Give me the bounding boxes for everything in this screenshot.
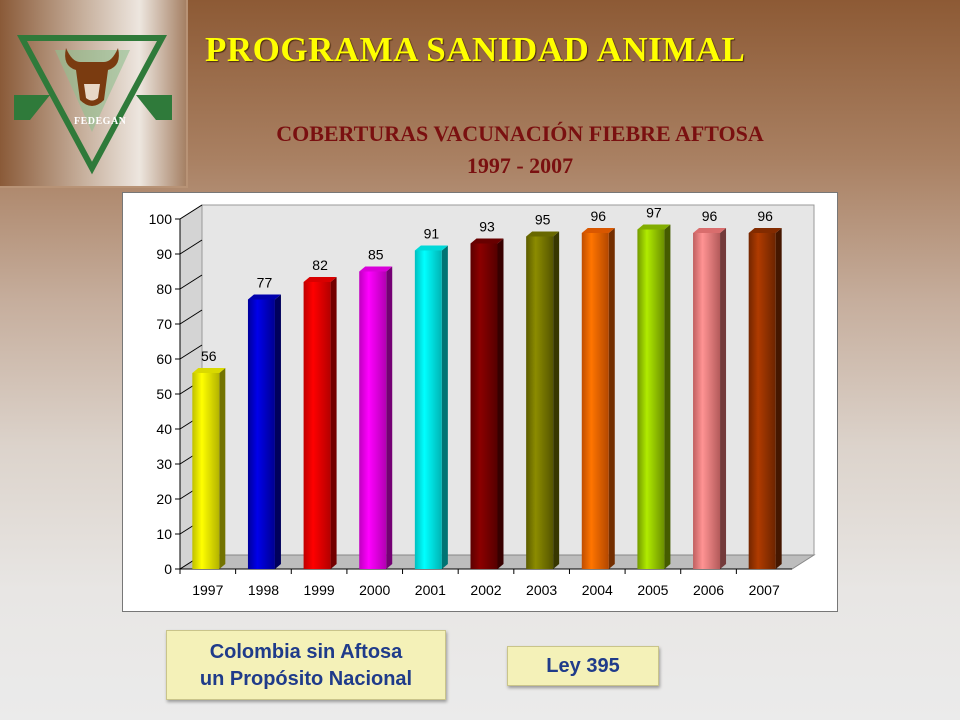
subtitle-line-1: COBERTURAS VACUNACIÓN FIEBRE AFTOSA (276, 121, 764, 146)
bar-top (359, 266, 393, 272)
logo-text: FEDEGAN (74, 116, 127, 127)
bar-side (553, 231, 560, 569)
x-tick-label: 2003 (526, 582, 557, 598)
bar (637, 229, 665, 569)
bar-top (414, 245, 448, 251)
bar-top (470, 238, 504, 244)
x-tick-label: 2007 (749, 582, 780, 598)
bar-top (581, 228, 615, 233)
x-tick-label: 2001 (415, 582, 446, 598)
bar-side (720, 228, 727, 569)
y-tick-label: 40 (156, 421, 172, 437)
x-tick-label: 2005 (637, 582, 668, 598)
page-title: PROGRAMA SANIDAD ANIMAL (205, 30, 746, 69)
data-label: 96 (702, 208, 718, 224)
y-tick-depth (179, 239, 203, 255)
y-tick-depth (179, 309, 203, 325)
bar (247, 299, 275, 569)
bar (748, 233, 776, 569)
y-tick-label: 60 (156, 351, 172, 367)
bar-top (637, 224, 671, 230)
y-tick-depth (179, 274, 203, 290)
bar (414, 250, 442, 569)
y-tick-label: 20 (156, 491, 172, 507)
y-tick-label: 80 (156, 281, 172, 297)
y-tick-label: 100 (149, 211, 173, 227)
bar-chart: 0 10 20 30 40 50 60 70 80 90 100 56 1997 77 1998 82 1999… (122, 192, 838, 612)
fedegan-logo: FEDEGAN (0, 0, 188, 188)
bar (693, 233, 721, 569)
x-tick-label: 2000 (359, 582, 390, 598)
y-tick-label: 10 (156, 526, 172, 542)
x-tick-label: 2002 (470, 582, 501, 598)
data-label: 96 (757, 208, 773, 224)
y-tick-depth (179, 344, 203, 360)
data-label: 95 (535, 212, 551, 228)
slogan-line-1: Colombia sin Aftosa (209, 641, 403, 663)
bar-top (748, 228, 782, 233)
y-tick-depth (179, 204, 203, 220)
bar-side (441, 245, 448, 569)
y-tick-label: 90 (156, 246, 172, 262)
bar (470, 243, 498, 569)
bar-side (497, 238, 504, 569)
bar-top (192, 368, 226, 373)
slogan-box: Colombia sin Aftosa un Propósito Naciona… (166, 630, 446, 700)
bar-side (664, 224, 671, 569)
bull-head-logo-icon (14, 35, 172, 175)
bar-side (274, 294, 281, 569)
bar (303, 282, 331, 569)
x-tick-label: 2006 (693, 582, 724, 598)
y-tick-label: 50 (156, 386, 172, 402)
bar-side (608, 228, 615, 569)
slogan-line-2: un Propósito Nacional (199, 668, 413, 690)
bar-side (775, 228, 782, 569)
bar-side (330, 277, 337, 569)
bar-side (219, 368, 226, 569)
data-label: 85 (368, 247, 384, 263)
data-label: 82 (312, 257, 328, 273)
data-label: 96 (590, 208, 606, 224)
chart-subtitle: COBERTURAS VACUNACIÓN FIEBRE AFTOSA 1997… (180, 118, 860, 182)
data-label: 56 (201, 348, 217, 364)
y-tick-label: 30 (156, 456, 172, 472)
bar (526, 236, 554, 569)
data-label: 77 (257, 275, 273, 291)
bar-top (693, 228, 727, 233)
data-label: 91 (424, 226, 440, 242)
x-tick-label: 1997 (192, 582, 223, 598)
bar-top (303, 277, 337, 282)
bar-top (247, 294, 281, 300)
x-tick-label: 2004 (582, 582, 613, 598)
bar-chart-svg: 0 10 20 30 40 50 60 70 80 90 100 56 1997 77 1998 82 1999… (149, 204, 816, 598)
subtitle-line-2: 1997 - 2007 (466, 153, 574, 178)
y-tick-label: 0 (164, 561, 172, 577)
y-tick-label: 70 (156, 316, 172, 332)
bar (192, 373, 220, 569)
bar (581, 233, 609, 569)
bar-side (386, 266, 393, 569)
x-tick-label: 1999 (304, 582, 335, 598)
data-label: 93 (479, 219, 495, 235)
bar (359, 271, 387, 569)
bar-top (526, 231, 560, 237)
x-tick-label: 1998 (248, 582, 279, 598)
data-label: 97 (646, 205, 662, 221)
law-box: Ley 395 (507, 646, 659, 686)
